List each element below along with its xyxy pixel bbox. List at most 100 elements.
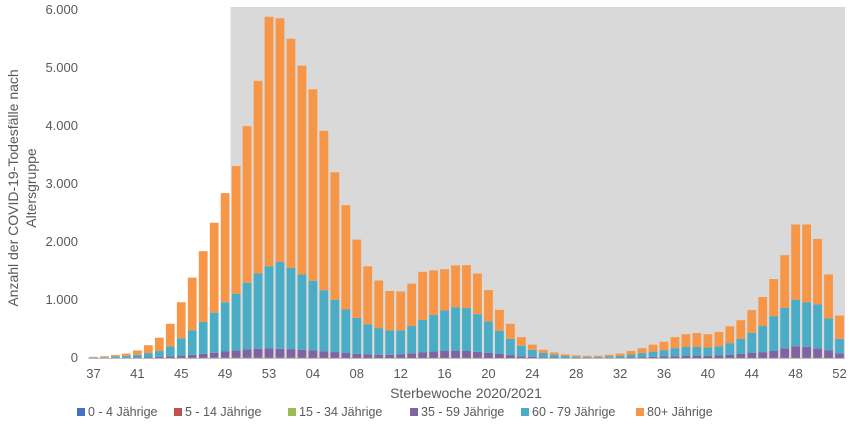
bar-segment [297,274,307,350]
bar-segment [176,338,186,356]
bar-segment [462,308,471,351]
bar-segment [703,355,713,358]
bar-segment [714,331,724,347]
bar-segment [242,126,252,283]
x-tick-label: 28 [569,366,583,381]
bar-segment [703,347,713,356]
bar-segment [758,352,768,358]
bar-segment [451,307,460,351]
y-tick-label: 1.000 [45,292,78,307]
bar-segment [143,345,153,354]
bar-segment [714,355,724,358]
bar-segment [143,357,153,358]
bar-segment [220,302,230,352]
bar-segment [451,265,460,308]
x-tick-label: 08 [350,366,364,381]
bar-segment [824,350,833,358]
bar-segment [407,283,417,327]
bar-segment [473,351,482,358]
bar-segment [89,356,98,358]
bar-segment [549,354,559,358]
bar-segment [802,302,811,347]
x-tick-label: 04 [306,366,320,381]
bar-segment [100,357,109,358]
bar-segment [286,349,296,358]
bar-segment [209,312,219,353]
y-tick-label: 3.000 [45,176,78,191]
bar-segment [187,354,197,358]
bar-segment [637,353,647,358]
bar-segment [484,321,493,353]
bar-segment [363,266,373,325]
bar-segment [615,355,625,358]
bar-segment [330,352,340,358]
bar-segment [308,350,318,358]
bar-segment [297,65,307,275]
bar-segment [692,355,702,358]
bar-segment [231,293,241,351]
bar-segment [253,273,263,349]
bars [89,16,844,358]
legend-swatch [410,408,418,416]
bar-segment [670,337,680,349]
bar-segment [648,344,658,352]
bar-segment [560,355,570,358]
bar-segment [813,304,822,349]
bar-segment [165,356,175,358]
bar-segment [626,357,636,358]
x-tick-label: 49 [218,366,232,381]
bar-segment [122,355,131,358]
bar-segment [824,274,833,319]
bar-segment [516,337,526,346]
y-tick-label: 2.000 [45,234,78,249]
bar-segment [736,338,746,354]
bar-segment [132,354,142,358]
x-tick-label: 37 [86,366,100,381]
bar-segment [253,348,263,358]
x-tick-label: 41 [130,366,144,381]
bar-segment [308,89,318,281]
bar-segment [319,290,329,352]
bar-segment [264,16,274,267]
bar-segment [484,352,493,358]
bar-segment [363,324,373,355]
x-tick-label: 52 [832,366,846,381]
bar-segment [429,270,438,316]
bar-segment [275,18,285,262]
x-tick-label: 45 [174,366,188,381]
bar-segment [615,353,625,356]
bar-segment [648,356,658,358]
bar-segment [330,299,340,353]
x-axis-title: Sterbewoche 2020/2021 [390,385,542,401]
x-tick-label: 20 [481,366,495,381]
x-tick-label: 53 [262,366,276,381]
bar-segment [692,333,702,347]
bar-segment [264,348,274,358]
y-tick-label: 0 [71,350,78,365]
bar-segment [473,314,482,352]
bar-segment [538,349,548,353]
bar-segment [330,172,340,300]
bar-segment [835,353,844,358]
bar-segment [198,321,208,354]
bar-segment [527,344,537,350]
bar-segment [495,309,504,331]
bar-segment [165,346,175,357]
legend-swatch [174,408,182,416]
bar-segment [604,354,614,357]
bar-segment [385,354,395,358]
bar-segment [769,350,779,358]
bar-segment [440,310,449,351]
bar-segment [527,349,537,357]
bar-segment [440,350,449,358]
bar-segment [396,291,406,331]
legend-swatch [288,408,296,416]
bar-segment [791,224,801,300]
x-tick-label: 16 [437,366,451,381]
x-tick-label: 40 [701,366,715,381]
bar-segment [385,330,395,355]
bar-segment [407,326,417,354]
bar-segment [835,338,844,354]
bar-segment [648,351,658,357]
